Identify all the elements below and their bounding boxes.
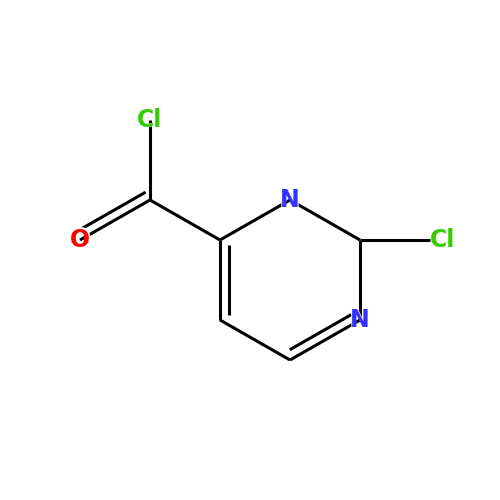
Text: O: O [69, 227, 91, 253]
Text: N: N [280, 188, 300, 212]
Text: N: N [350, 308, 370, 332]
Text: Cl: Cl [138, 108, 162, 132]
Text: Cl: Cl [430, 228, 456, 252]
Text: N: N [349, 307, 371, 333]
Text: O: O [70, 228, 90, 252]
Text: Cl: Cl [430, 227, 458, 253]
Text: N: N [279, 187, 301, 213]
Text: Cl: Cl [136, 107, 164, 133]
